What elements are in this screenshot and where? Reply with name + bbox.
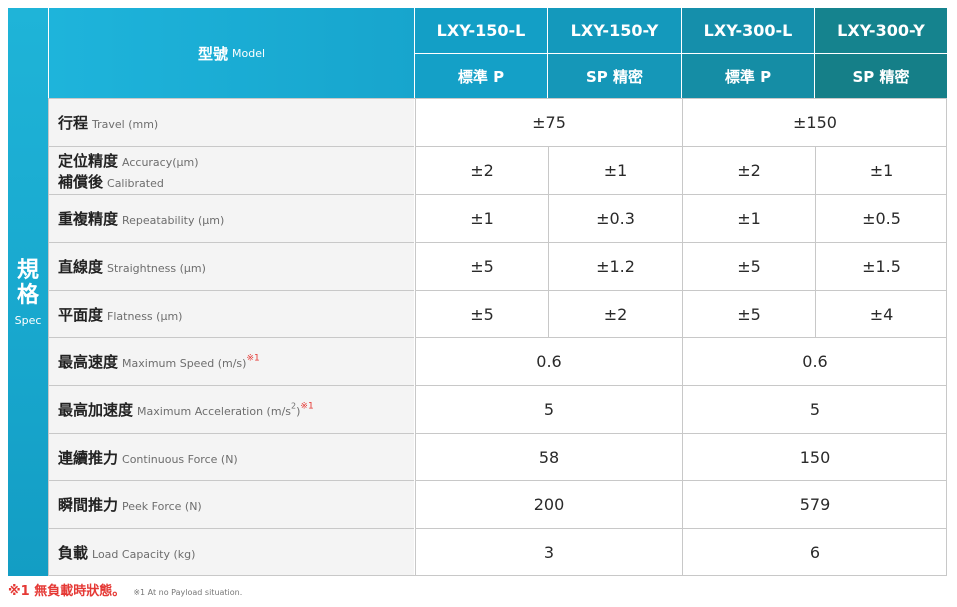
value-accuracy-150-y: ±1 (548, 146, 682, 194)
spec-row-accuracy: 定位精度 Accuracy(μm) 補償後 Calibrated ±2 ±1 ±2 … (49, 146, 947, 194)
spec-row-max-acceleration: 最高加速度 Maximum Acceleration (m/s2)※1 5 5 (49, 385, 947, 433)
spec-row-travel: 行程 Travel (mm) ±75 ±150 (49, 98, 947, 146)
footnote-mark: ※1 (246, 353, 260, 364)
value-peek-force-150: 200 (415, 480, 682, 528)
spec-row-straightness: 直線度 Straightness (μm) ±5 ±1.2 ±5 ±1.5 (49, 242, 947, 290)
value-load-capacity-150: 3 (415, 528, 682, 576)
value-load-capacity-300: 6 (682, 528, 947, 576)
grade-sp-precision-150: SP 精密 (548, 54, 681, 98)
model-header-zh: 型號 (197, 44, 228, 63)
spec-row-load-capacity: 負載 Load Capacity (kg) 3 6 (49, 528, 947, 576)
spec-row-max-speed: 最高速度 Maximum Speed (m/s)※1 0.6 0.6 (49, 337, 947, 385)
spec-label-zh-2: 格 (16, 282, 39, 308)
model-header: 型號 Model (49, 8, 414, 98)
value-travel-300: ±150 (682, 98, 947, 146)
value-straightness-300-l: ±5 (682, 242, 815, 290)
grade-standard-p-300: 標準 P (682, 54, 814, 98)
footnote: ※1 無負載時狀態。 ※1 At no Payload situation. (8, 580, 242, 599)
value-straightness-150-y: ±1.2 (548, 242, 682, 290)
value-max-acceleration-150: 5 (415, 385, 682, 433)
spec-label-flatness: 平面度 Flatness (μm) (49, 290, 414, 337)
spec-row-flatness: 平面度 Flatness (μm) ±5 ±2 ±5 ±4 (49, 290, 947, 337)
footnote-zh: ※1 無負載時狀態。 (8, 584, 126, 599)
model-lxy-300-y: LXY-300-Y (815, 8, 947, 53)
model-header-en: Model (231, 46, 266, 60)
model-lxy-150-y: LXY-150-Y (548, 8, 681, 53)
footnote-mark: ※1 (300, 401, 314, 412)
value-travel-150: ±75 (415, 98, 682, 146)
grade-standard-p-150: 標準 P (415, 54, 547, 98)
spec-label-travel: 行程 Travel (mm) (49, 98, 414, 146)
value-accuracy-300-y: ±1 (815, 146, 947, 194)
spec-row-repeatability: 重複精度 Repeatability (μm) ±1 ±0.3 ±1 ±0.5 (49, 194, 947, 242)
value-straightness-300-y: ±1.5 (815, 242, 947, 290)
value-straightness-150-l: ±5 (415, 242, 548, 290)
value-repeatability-300-l: ±1 (682, 194, 815, 242)
value-flatness-150-y: ±2 (548, 290, 682, 337)
value-continuous-force-150: 58 (415, 433, 682, 480)
value-repeatability-300-y: ±0.5 (815, 194, 947, 242)
spec-row-continuous-force: 連續推力 Continuous Force (N) 58 150 (49, 433, 947, 480)
spec-label-max-acceleration: 最高加速度 Maximum Acceleration (m/s2)※1 (49, 385, 414, 433)
model-lxy-300-l: LXY-300-L (682, 8, 814, 53)
spec-row-peek-force: 瞬間推力 Peek Force (N) 200 579 (49, 480, 947, 528)
spec-side-band: 規 格 Spec (8, 8, 48, 576)
value-flatness-300-l: ±5 (682, 290, 815, 337)
value-max-acceleration-300: 5 (682, 385, 947, 433)
grade-sp-precision-300: SP 精密 (815, 54, 947, 98)
spec-label-accuracy: 定位精度 Accuracy(μm) 補償後 Calibrated (49, 146, 414, 194)
value-max-speed-300: 0.6 (682, 337, 947, 385)
value-peek-force-300: 579 (682, 480, 947, 528)
spec-label-straightness: 直線度 Straightness (μm) (49, 242, 414, 290)
spec-label-repeatability: 重複精度 Repeatability (μm) (49, 194, 414, 242)
value-repeatability-150-y: ±0.3 (548, 194, 682, 242)
spec-label-continuous-force: 連續推力 Continuous Force (N) (49, 433, 414, 480)
value-continuous-force-300: 150 (682, 433, 947, 480)
value-accuracy-300-l: ±2 (682, 146, 815, 194)
value-flatness-300-y: ±4 (815, 290, 947, 337)
value-max-speed-150: 0.6 (415, 337, 682, 385)
spec-label-zh-1: 規 (16, 257, 39, 283)
value-accuracy-150-l: ±2 (415, 146, 548, 194)
spec-label-en: Spec (14, 313, 42, 327)
spec-label-load-capacity: 負載 Load Capacity (kg) (49, 528, 414, 576)
footnote-en: ※1 At no Payload situation. (133, 588, 243, 597)
spec-label-peek-force: 瞬間推力 Peek Force (N) (49, 480, 414, 528)
spec-label-max-speed: 最高速度 Maximum Speed (m/s)※1 (49, 337, 414, 385)
value-flatness-150-l: ±5 (415, 290, 548, 337)
value-repeatability-150-l: ±1 (415, 194, 548, 242)
model-lxy-150-l: LXY-150-L (415, 8, 547, 53)
